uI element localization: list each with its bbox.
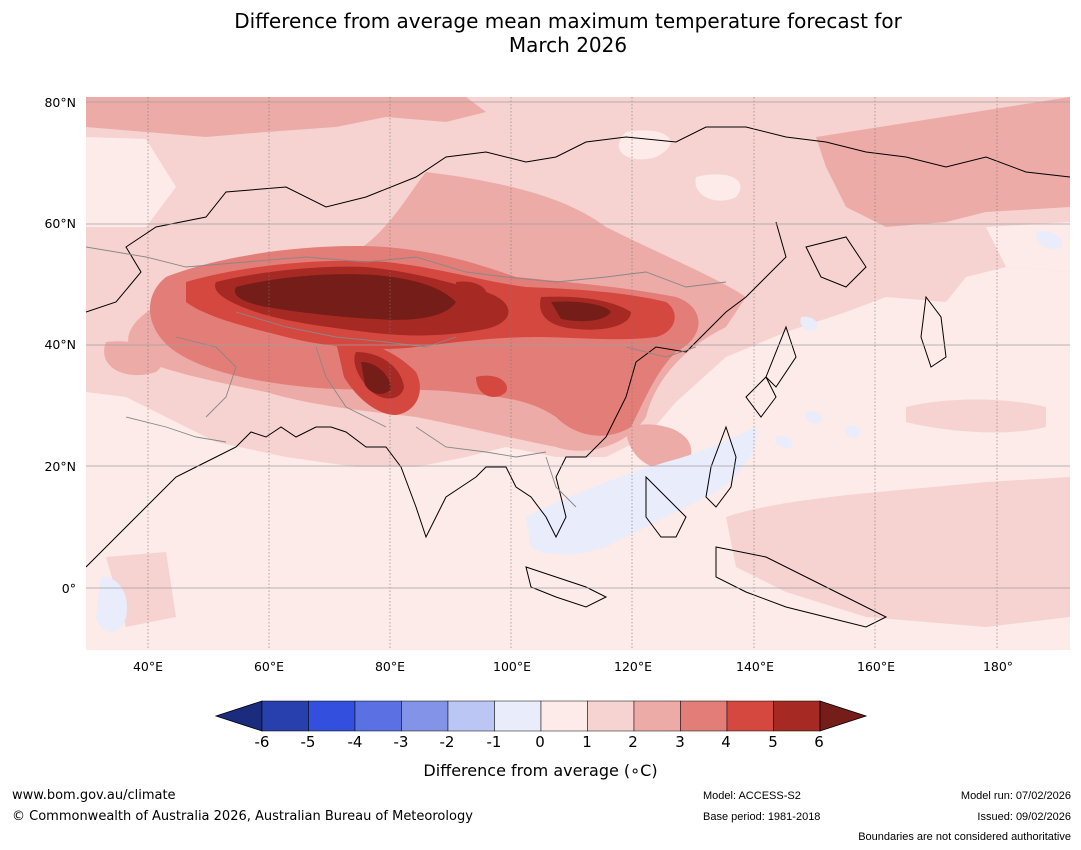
colorbar-segment (726, 700, 774, 732)
colorbar-segment (261, 700, 309, 732)
lat-label-20n: 20°N (44, 459, 76, 474)
footer-copyright: © Commonwealth of Australia 2026, Austra… (12, 809, 473, 824)
cool-anomaly-region (96, 231, 1062, 632)
latitude-gridlines (86, 101, 1070, 589)
lon-label-100e: 100°E (492, 659, 532, 674)
colorbar-tick-label: 0 (535, 733, 545, 751)
colorbar-segment (354, 700, 402, 732)
lat-label-0: 0° (61, 581, 76, 596)
lat-label-60n: 60°N (44, 216, 76, 231)
country-borders (86, 246, 727, 508)
colorbar-segment (401, 700, 449, 732)
colorbar-segment (447, 700, 495, 732)
lon-label-80e: 80°E (374, 659, 406, 674)
colorbar-tick-label: 3 (675, 733, 685, 751)
footer-url[interactable]: www.bom.gov.au/climate (12, 788, 176, 803)
colorbar-extension-high (819, 700, 868, 732)
colorbar-tick-label: -6 (254, 733, 270, 751)
footer-disclaimer: Boundaries are not considered authoritat… (858, 831, 1071, 843)
colorbar-tick-label: 1 (582, 733, 592, 751)
colorbar-tick-label: -1 (486, 733, 502, 751)
colorbar-title: Difference from average (∘C) (423, 761, 658, 780)
footer-model: Model: ACCESS-S2 (703, 790, 801, 802)
map-title-line1: Difference from average mean maximum tem… (234, 9, 902, 33)
colorbar-tick-label: -5 (300, 733, 316, 751)
coastlines (86, 126, 1070, 628)
footer-model-run: Model run: 07/02/2026 (960, 790, 1071, 802)
colorbar-segment (680, 700, 728, 732)
colorbar-segment (587, 700, 635, 732)
colorbar-segment (540, 700, 588, 732)
lon-label-160e: 160°E (856, 659, 896, 674)
map-title: Difference from average mean maximum tem… (0, 9, 1081, 57)
map-canvas (86, 97, 1070, 650)
lon-label-120e: 120°E (613, 659, 653, 674)
colorbar-segment (773, 700, 821, 732)
lon-label-40e: 40°E (132, 659, 164, 674)
footer-base-period: Base period: 1981-2018 (703, 811, 821, 823)
colorbar-tick-label: -3 (393, 733, 409, 751)
colorbar-segment (633, 700, 681, 732)
map-title-line2: March 2026 (508, 33, 628, 57)
lon-label-60e: 60°E (253, 659, 285, 674)
colorbar (214, 700, 868, 732)
longitude-gridlines (147, 97, 998, 650)
anomaly-band-0-1-north (86, 130, 1070, 272)
colorbar-tick-label: 2 (628, 733, 638, 751)
lat-label-80n: 80°N (44, 95, 76, 110)
colorbar-tick-label: -4 (347, 733, 363, 751)
colorbar-segment (308, 700, 356, 732)
footer-issued: Issued: 09/02/2026 (977, 811, 1071, 823)
forecast-map[interactable] (86, 97, 1070, 650)
lon-label-140e: 140°E (735, 659, 775, 674)
colorbar-segment (494, 700, 542, 732)
anomaly-band-above-6 (234, 274, 611, 394)
colorbar-tick-label: 5 (768, 733, 778, 751)
lon-label-180: 180° (982, 659, 1014, 674)
colorbar-tick-label: 4 (721, 733, 731, 751)
colorbar-tick-label: -2 (439, 733, 455, 751)
colorbar-extension-low (214, 700, 263, 732)
colorbar-tick-label: 6 (814, 733, 824, 751)
lat-label-40n: 40°N (44, 337, 76, 352)
